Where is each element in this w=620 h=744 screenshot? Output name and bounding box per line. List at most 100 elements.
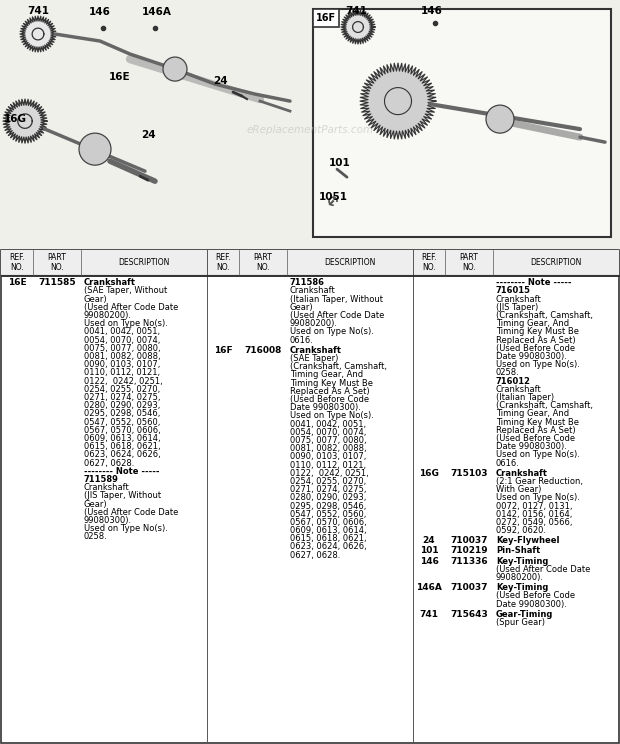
Text: (Spur Gear): (Spur Gear) bbox=[496, 618, 545, 627]
Text: 716012: 716012 bbox=[496, 376, 531, 385]
Text: Crankshaft: Crankshaft bbox=[496, 469, 548, 478]
Text: 711585: 711585 bbox=[38, 278, 76, 287]
Text: 0054, 0070, 0074,: 0054, 0070, 0074, bbox=[84, 336, 161, 344]
Text: Used on Type No(s).: Used on Type No(s). bbox=[496, 450, 580, 459]
Text: Used on Type No(s).: Used on Type No(s). bbox=[84, 524, 168, 533]
Text: 24: 24 bbox=[141, 130, 156, 140]
Text: -------- Note -----: -------- Note ----- bbox=[496, 278, 572, 287]
Circle shape bbox=[486, 105, 514, 133]
Text: -------- Note -----: -------- Note ----- bbox=[84, 466, 159, 475]
Text: With Gear): With Gear) bbox=[496, 485, 541, 494]
Text: 99080200).: 99080200). bbox=[84, 311, 132, 320]
Text: Crankshaft: Crankshaft bbox=[84, 278, 136, 287]
Text: Timing Gear, And: Timing Gear, And bbox=[290, 371, 363, 379]
Text: Replaced As A Set): Replaced As A Set) bbox=[496, 426, 575, 434]
Text: Crankshaft: Crankshaft bbox=[496, 295, 542, 304]
Polygon shape bbox=[360, 63, 436, 139]
Text: (SAE Taper, Without: (SAE Taper, Without bbox=[84, 286, 167, 295]
Text: 16G: 16G bbox=[419, 469, 439, 478]
Text: 0547, 0552, 0560,: 0547, 0552, 0560, bbox=[84, 417, 161, 426]
Text: (JIS Taper): (JIS Taper) bbox=[496, 303, 538, 312]
Text: 710219: 710219 bbox=[450, 547, 488, 556]
Text: Key-Timing: Key-Timing bbox=[496, 557, 548, 565]
Text: 16G: 16G bbox=[4, 114, 27, 124]
Text: Replaced As A Set): Replaced As A Set) bbox=[290, 387, 370, 396]
Text: (Italian Taper): (Italian Taper) bbox=[496, 393, 554, 402]
Text: 710037: 710037 bbox=[450, 583, 488, 592]
Text: 0295, 0298, 0546,: 0295, 0298, 0546, bbox=[84, 409, 161, 418]
Text: Date 99080300).: Date 99080300). bbox=[290, 403, 361, 412]
Text: 741: 741 bbox=[345, 6, 367, 16]
Text: DESCRIPTION: DESCRIPTION bbox=[324, 257, 376, 267]
Text: 0609, 0613, 0614,: 0609, 0613, 0614, bbox=[84, 434, 161, 443]
Text: 146: 146 bbox=[89, 7, 111, 17]
Text: 0592, 0620.: 0592, 0620. bbox=[496, 526, 546, 535]
Text: 0271, 0274, 0275,: 0271, 0274, 0275, bbox=[84, 393, 161, 402]
Text: 0615, 0618, 0621,: 0615, 0618, 0621, bbox=[290, 534, 366, 543]
Text: 715103: 715103 bbox=[450, 469, 488, 478]
Text: 0075, 0077, 0080,: 0075, 0077, 0080, bbox=[290, 436, 366, 445]
Text: 0280, 0290, 0293,: 0280, 0290, 0293, bbox=[84, 401, 161, 410]
Bar bbox=[313, 9, 611, 237]
Text: DESCRIPTION: DESCRIPTION bbox=[118, 257, 170, 267]
Text: (Italian Taper, Without: (Italian Taper, Without bbox=[290, 295, 383, 304]
Text: Crankshaft: Crankshaft bbox=[290, 286, 336, 295]
Text: Gear): Gear) bbox=[84, 499, 108, 508]
Text: Used on Type No(s).: Used on Type No(s). bbox=[290, 411, 374, 420]
Text: PART
NO.: PART NO. bbox=[459, 252, 479, 272]
Text: (Used Before Code: (Used Before Code bbox=[496, 434, 575, 443]
Text: Date 99080300).: Date 99080300). bbox=[496, 352, 567, 361]
Text: 711586: 711586 bbox=[290, 278, 325, 287]
Text: Crankshaft: Crankshaft bbox=[496, 385, 542, 394]
Text: (Used After Code Date: (Used After Code Date bbox=[290, 311, 384, 320]
Text: Replaced As A Set): Replaced As A Set) bbox=[496, 336, 575, 344]
Text: 715643: 715643 bbox=[450, 610, 488, 619]
Text: 16E: 16E bbox=[109, 72, 131, 82]
Circle shape bbox=[163, 57, 187, 81]
Text: Timing Gear, And: Timing Gear, And bbox=[496, 319, 569, 328]
Text: 0616.: 0616. bbox=[290, 336, 314, 344]
Text: 0616.: 0616. bbox=[496, 458, 520, 467]
Text: (Used After Code Date: (Used After Code Date bbox=[496, 565, 590, 574]
Text: Crankshaft: Crankshaft bbox=[290, 346, 342, 355]
Text: 711336: 711336 bbox=[450, 557, 488, 565]
Bar bbox=[1, 250, 619, 275]
Text: 0280, 0290, 0293,: 0280, 0290, 0293, bbox=[290, 493, 366, 502]
Text: (2:1 Gear Reduction,: (2:1 Gear Reduction, bbox=[496, 477, 583, 486]
Text: Gear): Gear) bbox=[84, 295, 108, 304]
Text: 146: 146 bbox=[421, 6, 443, 16]
Text: 0295, 0298, 0546,: 0295, 0298, 0546, bbox=[290, 501, 366, 510]
Text: 146: 146 bbox=[420, 557, 438, 565]
Text: (Crankshaft, Camshaft,: (Crankshaft, Camshaft, bbox=[496, 401, 593, 410]
Text: 0623, 0624, 0626,: 0623, 0624, 0626, bbox=[84, 450, 161, 459]
Text: 0623, 0624, 0626,: 0623, 0624, 0626, bbox=[290, 542, 367, 551]
Text: Timing Key Must Be: Timing Key Must Be bbox=[496, 417, 579, 426]
Polygon shape bbox=[20, 16, 56, 52]
Text: 101: 101 bbox=[329, 158, 351, 168]
Text: 741: 741 bbox=[420, 610, 438, 619]
Text: 0547, 0552, 0560,: 0547, 0552, 0560, bbox=[290, 510, 366, 519]
Text: 0627, 0628.: 0627, 0628. bbox=[84, 458, 135, 467]
Text: 0615, 0618, 0621,: 0615, 0618, 0621, bbox=[84, 442, 161, 451]
Circle shape bbox=[79, 133, 111, 165]
Text: Used on Type No(s).: Used on Type No(s). bbox=[290, 327, 374, 336]
Text: 0090, 0103, 0107,: 0090, 0103, 0107, bbox=[290, 452, 366, 461]
Text: Crankshaft: Crankshaft bbox=[84, 483, 130, 492]
Text: Key-Flywheel: Key-Flywheel bbox=[496, 536, 559, 545]
Text: 0041, 0042, 0051,: 0041, 0042, 0051, bbox=[84, 327, 160, 336]
Text: Date 99080300).: Date 99080300). bbox=[496, 600, 567, 609]
Text: REF.
NO.: REF. NO. bbox=[421, 252, 437, 272]
Polygon shape bbox=[3, 99, 47, 143]
Text: (Crankshaft, Camshaft,: (Crankshaft, Camshaft, bbox=[290, 362, 387, 371]
Text: PART
NO.: PART NO. bbox=[254, 252, 272, 272]
Text: 0609, 0613, 0614,: 0609, 0613, 0614, bbox=[290, 526, 366, 535]
Text: 16F: 16F bbox=[316, 13, 336, 23]
Text: 24: 24 bbox=[213, 76, 228, 86]
Text: 0081, 0082, 0088,: 0081, 0082, 0088, bbox=[84, 352, 161, 361]
Text: 0110, 0112, 0121,: 0110, 0112, 0121, bbox=[290, 461, 366, 469]
Text: DESCRIPTION: DESCRIPTION bbox=[530, 257, 582, 267]
Text: 16E: 16E bbox=[7, 278, 26, 287]
Text: 0081, 0082, 0088,: 0081, 0082, 0088, bbox=[290, 444, 366, 453]
Text: 1051: 1051 bbox=[319, 192, 347, 202]
Text: Timing Gear, And: Timing Gear, And bbox=[496, 409, 569, 418]
